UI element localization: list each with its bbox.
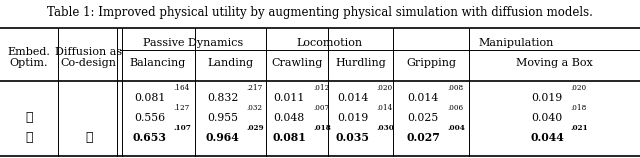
Text: 0.040: 0.040 (531, 113, 563, 123)
Text: Passive Dynamics: Passive Dynamics (143, 38, 243, 48)
Text: ✓: ✓ (25, 111, 33, 124)
Text: .006: .006 (447, 104, 463, 112)
Text: .021: .021 (571, 124, 588, 132)
Text: 0.019: 0.019 (337, 113, 369, 123)
Text: .127: .127 (173, 104, 189, 112)
Text: Crawling: Crawling (271, 58, 323, 68)
Text: .007: .007 (313, 104, 329, 112)
Text: 0.081: 0.081 (273, 132, 306, 143)
Text: 0.011: 0.011 (273, 93, 305, 103)
Text: .018: .018 (313, 124, 331, 132)
Text: .020: .020 (376, 85, 393, 92)
Text: Gripping: Gripping (406, 58, 456, 68)
Text: 0.014: 0.014 (337, 93, 369, 103)
Text: 0.027: 0.027 (406, 132, 440, 143)
Text: Manipulation: Manipulation (479, 38, 554, 48)
Text: .020: .020 (571, 85, 587, 92)
Text: Hurdling: Hurdling (335, 58, 386, 68)
Text: 0.014: 0.014 (408, 93, 439, 103)
Text: 0.019: 0.019 (531, 93, 563, 103)
Text: Balancing: Balancing (129, 58, 186, 68)
Text: 0.081: 0.081 (134, 93, 166, 103)
Text: ✓: ✓ (85, 131, 92, 144)
Text: Landing: Landing (207, 58, 253, 68)
Text: 0.025: 0.025 (408, 113, 439, 123)
Text: 0.653: 0.653 (132, 132, 167, 143)
Text: .008: .008 (447, 85, 463, 92)
Text: .004: .004 (447, 124, 465, 132)
Text: 0.832: 0.832 (207, 93, 239, 103)
Text: Moving a Box: Moving a Box (516, 58, 593, 68)
Text: 0.955: 0.955 (207, 113, 238, 123)
Text: Locomotion: Locomotion (296, 38, 362, 48)
Text: .012: .012 (313, 85, 329, 92)
Text: .217: .217 (246, 85, 262, 92)
Text: Embed.
Optim.: Embed. Optim. (8, 47, 50, 68)
Text: 0.044: 0.044 (530, 132, 564, 143)
Text: .018: .018 (571, 104, 587, 112)
Text: Diffusion as
Co-design: Diffusion as Co-design (55, 47, 122, 68)
Text: Table 1: Improved physical utility by augmenting physical simulation with diffus: Table 1: Improved physical utility by au… (47, 6, 593, 19)
Text: .107: .107 (173, 124, 191, 132)
Text: .029: .029 (246, 124, 264, 132)
Text: 0.964: 0.964 (206, 132, 239, 143)
Text: .164: .164 (173, 85, 189, 92)
Text: .014: .014 (376, 104, 393, 112)
Text: .030: .030 (376, 124, 394, 132)
Text: 0.556: 0.556 (134, 113, 165, 123)
Text: 0.048: 0.048 (274, 113, 305, 123)
Text: ✓: ✓ (25, 131, 33, 144)
Text: 0.035: 0.035 (336, 132, 370, 143)
Text: .032: .032 (246, 104, 262, 112)
